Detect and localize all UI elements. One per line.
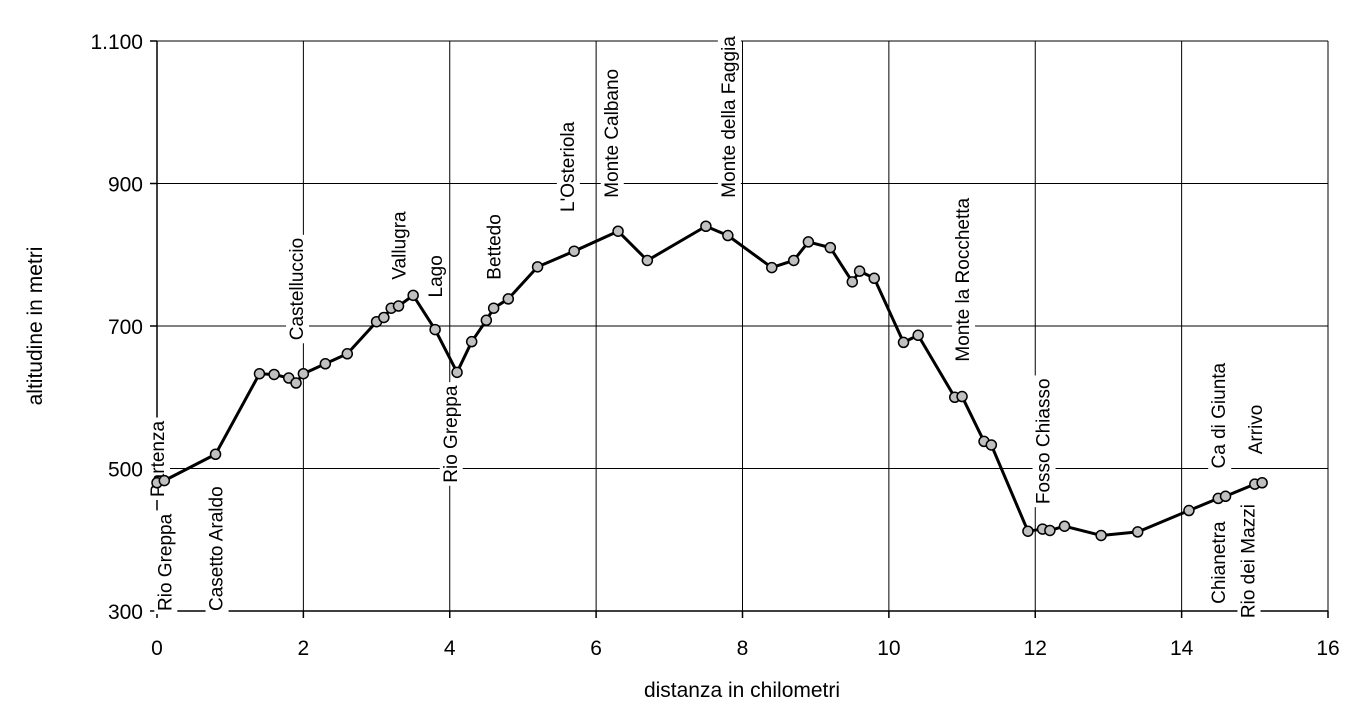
data-point (985, 439, 998, 451)
data-point (429, 323, 441, 336)
data-point (209, 448, 222, 460)
place-label-background (439, 382, 463, 486)
data-point (722, 229, 734, 242)
place-label-background (717, 32, 741, 201)
place-label: Bettedo (485, 214, 506, 280)
place-label: Vallugra (390, 211, 411, 280)
place-label: Monte Calbano (602, 69, 623, 198)
data-point (897, 336, 910, 349)
place-label: Rio Greppa (155, 513, 176, 611)
x-tick-label: 0 (151, 637, 163, 660)
data-point (392, 300, 405, 312)
data-point (502, 293, 515, 305)
x-axis-title: distanza in chilometri (644, 679, 840, 702)
place-label-background (388, 207, 412, 283)
data-point (700, 220, 712, 232)
data-point (480, 314, 493, 327)
y-axis-title: altitudine in metri (24, 247, 47, 406)
place-label: Monte la Rocchetta (953, 197, 974, 361)
data-point (1219, 490, 1232, 503)
place-label-background (154, 510, 178, 614)
x-tick-label: 14 (1170, 637, 1194, 660)
y-tick-label: 700 (108, 316, 143, 339)
data-point (1044, 524, 1056, 537)
data-point (787, 254, 800, 267)
data-point (341, 348, 354, 360)
data-point (612, 225, 624, 237)
place-label-background (1237, 501, 1261, 622)
data-point (487, 302, 500, 314)
data-point (868, 272, 880, 285)
place-label-background (1208, 359, 1232, 472)
data-point (451, 366, 463, 379)
elevation-line (156, 224, 1263, 537)
data-point (956, 390, 968, 403)
y-tick-label: 900 (108, 174, 143, 197)
data-point (912, 329, 924, 342)
data-point (1095, 529, 1107, 542)
place-label-background (483, 211, 507, 283)
place-label-background (1208, 518, 1232, 607)
place-label: Casetto Araldo (207, 486, 228, 611)
data-point (802, 236, 815, 248)
y-tick-label: 1.100 (90, 31, 143, 54)
data-point (253, 367, 266, 380)
y-tick-label: 500 (108, 459, 143, 482)
place-label-background (1032, 375, 1056, 508)
x-tick-label: 12 (1024, 637, 1047, 660)
data-point (641, 254, 654, 267)
data-point (465, 335, 478, 348)
place-label-background (205, 483, 229, 614)
place-label: L'Osteriola (558, 121, 579, 212)
data-point (158, 474, 171, 487)
place-label: Lago (426, 255, 447, 297)
data-point (378, 311, 390, 324)
y-tick-label: 300 (108, 601, 143, 624)
axis-ticks: 300 500 700 900 1.100 0 2 4 6 8 10 12 14 16 (90, 31, 1339, 660)
place-label: Rio Greppa (441, 385, 462, 483)
place-label-background (425, 252, 449, 301)
place-label: Monte della Faggia (719, 36, 740, 198)
x-tick-label: 2 (298, 637, 310, 660)
data-point (268, 368, 280, 381)
place-label-background (286, 234, 310, 344)
place-label-background (556, 118, 580, 215)
x-tick-label: 6 (590, 637, 602, 660)
place-label: Castelluccio (287, 238, 308, 340)
data-point (1256, 477, 1268, 489)
place-label: Chianetra (1209, 521, 1230, 604)
place-label: Rio dei Mazzi (1238, 504, 1259, 618)
elevation-series (151, 220, 1268, 542)
data-point (1131, 526, 1144, 538)
x-tick-label: 8 (737, 637, 749, 660)
place-label-background (1244, 401, 1268, 458)
place-label-background (952, 194, 976, 365)
x-tick-label: 16 (1316, 637, 1339, 660)
place-label: Ca di Giunta (1209, 362, 1230, 468)
data-point (531, 261, 544, 273)
data-point (290, 377, 302, 389)
data-point (1183, 504, 1195, 517)
data-point (297, 367, 310, 380)
data-point (1022, 525, 1034, 537)
data-point (766, 261, 778, 274)
place-label-background (600, 65, 624, 201)
data-point (824, 241, 837, 254)
data-point (568, 245, 580, 257)
data-point (407, 289, 419, 302)
data-point (846, 276, 859, 288)
data-point (1058, 520, 1071, 532)
place-label: Fosso Chiasso (1034, 378, 1055, 504)
x-tick-label: 10 (877, 637, 900, 660)
x-tick-label: 4 (444, 637, 456, 660)
place-label: Arrivo (1246, 405, 1267, 455)
data-point (853, 265, 866, 277)
data-point (319, 358, 332, 370)
